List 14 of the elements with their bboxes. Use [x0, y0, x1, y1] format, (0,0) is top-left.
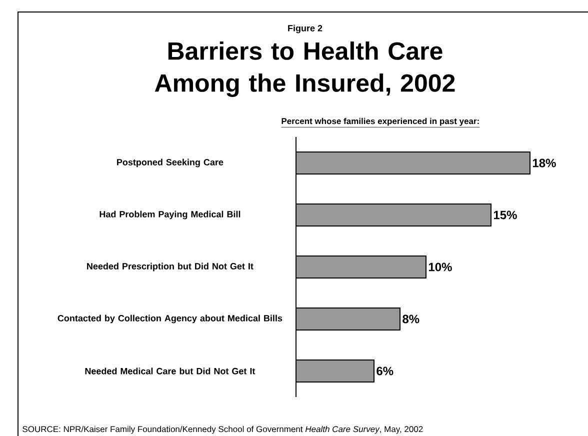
- data-label: 6%: [376, 366, 394, 376]
- y-tick-label: Contacted by Collection Agency about Medical Bills: [58, 314, 282, 324]
- chart-subtitle: Figure 2: [288, 24, 322, 34]
- source-note: SOURCE: NPR/Kaiser Family Foundation/Kennedy School of Government Health Care Survey, May, 2002: [22, 426, 423, 434]
- data-label: 10%: [428, 262, 452, 272]
- data-label: 18%: [532, 158, 556, 168]
- y-tick-label: Needed Prescription but Did Not Get It: [87, 262, 254, 272]
- y-tick-label: Postponed Seeking Care: [117, 158, 224, 168]
- data-label: 8%: [402, 314, 420, 324]
- data-label: 15%: [494, 210, 517, 220]
- chart-title: Barriers to Health Care Among the Insured, 2002: [154, 42, 455, 97]
- y-tick-label: Needed Medical Care but Did Not Get It: [85, 368, 256, 374]
- x-axis-title: Percent whose families experienced in past year:: [282, 118, 479, 126]
- y-tick-label: Had Problem Paying Medical Bill: [100, 210, 240, 220]
